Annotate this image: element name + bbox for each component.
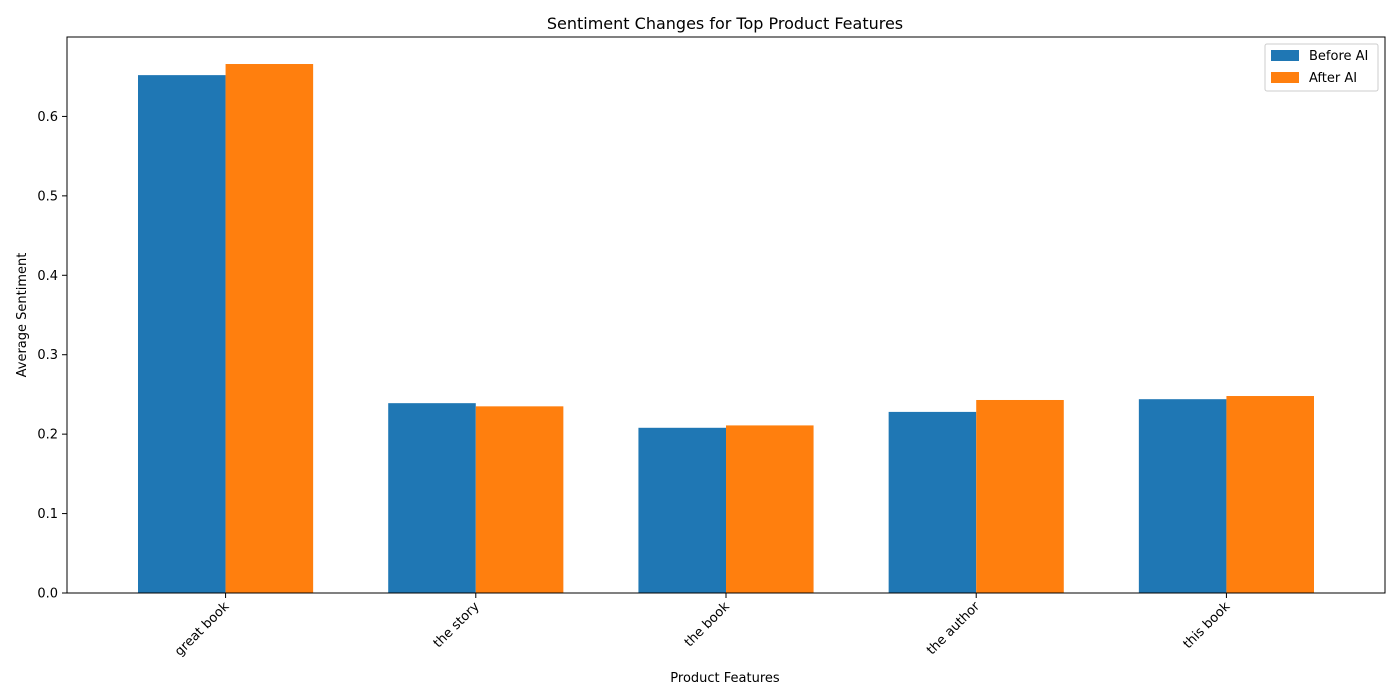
plot-frame: [66, 36, 1386, 594]
x-axis-title: Product Features: [670, 671, 780, 686]
y-tick-label: 0.6: [37, 110, 58, 125]
x-tick-label-the-author: the author: [924, 599, 983, 658]
legend-label-before-ai: Before AI: [1309, 49, 1368, 64]
y-tick-label: 0.3: [37, 348, 58, 363]
y-tick-label: 0.4: [37, 269, 58, 284]
y-tick-label: 0.0: [37, 587, 58, 602]
bar-before-ai-the-author: [888, 411, 977, 593]
y-tick-label: 0.1: [37, 507, 58, 522]
bars-group: [138, 64, 1314, 593]
bar-after-ai-the-story: [475, 406, 564, 593]
x-tick-label-this-book: this book: [1181, 599, 1234, 652]
x-axis: great book the story the book the author thi…: [172, 593, 1234, 660]
x-tick-label-the-story: the story: [431, 599, 483, 651]
x-tick-label-great-book: great book: [172, 599, 233, 660]
legend-label-after-ai: After AI: [1309, 71, 1357, 86]
y-tick-label: 0.2: [37, 428, 58, 443]
bar-after-ai-the-book: [726, 425, 814, 593]
y-axis-title: Average Sentiment: [15, 253, 30, 378]
bar-before-ai-the-book: [638, 427, 726, 593]
bar-before-ai-the-story: [388, 403, 476, 593]
x-tick-label-the-book: the book: [682, 599, 733, 650]
legend-swatch-before-ai: [1271, 50, 1299, 61]
bar-after-ai-this-book: [1226, 396, 1314, 593]
bar-before-ai-great-book: [138, 75, 226, 593]
y-tick-label: 0.5: [37, 189, 58, 204]
bar-after-ai-the-author: [976, 399, 1064, 593]
y-axis: 0.0 0.1 0.2 0.3 0.4 0.5 0.6: [37, 110, 67, 602]
legend: Before AI After AI: [1264, 43, 1379, 92]
bar-after-ai-great-book: [225, 64, 314, 593]
legend-swatch-after-ai: [1271, 72, 1299, 83]
bar-before-ai-this-book: [1138, 399, 1227, 593]
chart-title: Sentiment Changes for Top Product Featur…: [547, 14, 903, 33]
